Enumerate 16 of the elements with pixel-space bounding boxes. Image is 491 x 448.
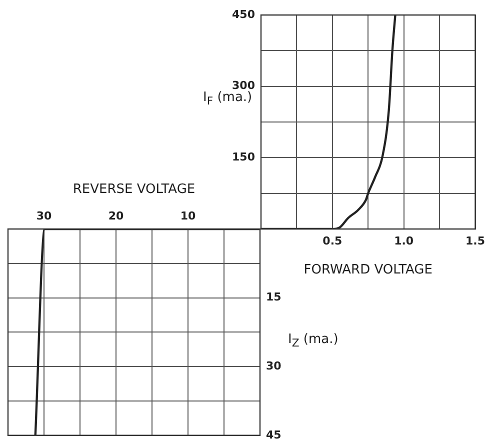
y-axis-title: I$_{Z}$ (ma.) [288, 332, 338, 350]
y-tick-label: 450 [232, 8, 256, 21]
y-tick-label: 30 [266, 359, 282, 372]
y-tick-label: 300 [232, 79, 256, 92]
y-tick-label: 45 [266, 428, 282, 442]
x-axis-title: REVERSE VOLTAGE [72, 182, 196, 198]
x-tick-label: 30 [36, 209, 52, 222]
x-axis-title: FORWARD VOLTAGE [304, 262, 432, 278]
x-tick-label: 20 [108, 209, 124, 222]
y-tick-label: 15 [266, 290, 282, 304]
x-tick-label: 10 [180, 209, 196, 222]
y-tick-label: 150 [232, 150, 256, 164]
x-tick-label: 1.5 [466, 234, 486, 248]
x-tick-label: 0.5 [322, 234, 342, 248]
x-tick-label: 1.0 [394, 234, 414, 248]
y-axis-title: I$_{F}$ (ma.) [203, 90, 252, 108]
